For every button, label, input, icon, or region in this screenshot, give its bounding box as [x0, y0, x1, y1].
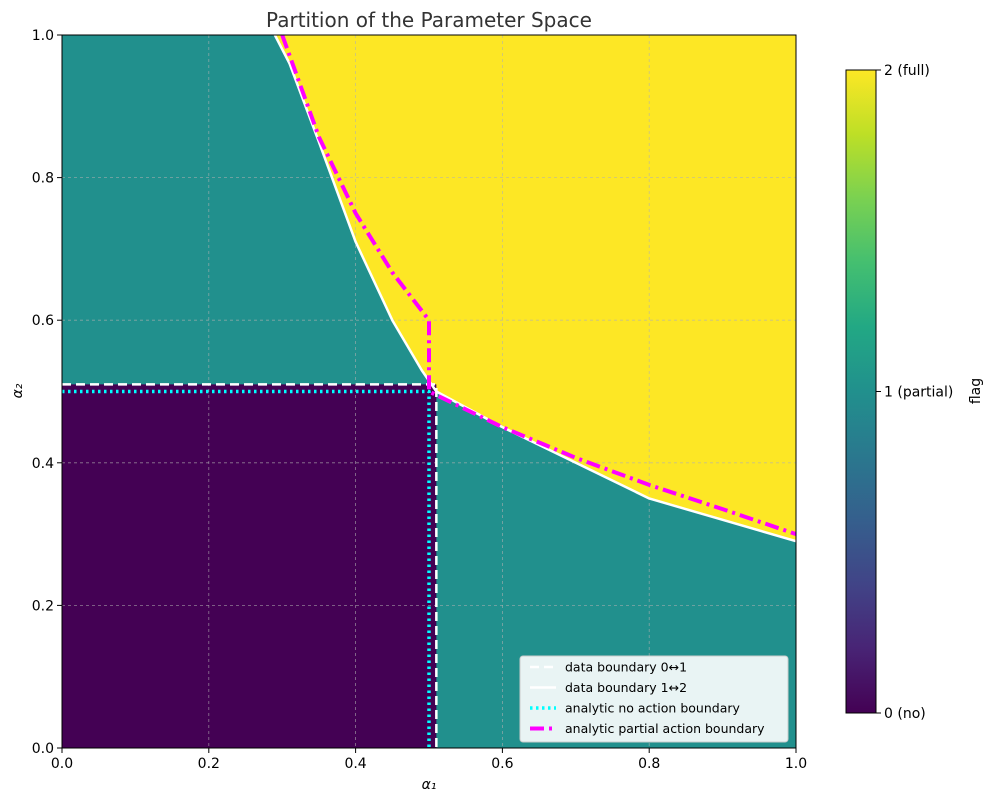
y-tick-label: 0.6	[32, 313, 54, 329]
legend-box	[519, 655, 789, 743]
y-tick-label: 0.2	[32, 598, 54, 614]
grid	[62, 35, 796, 748]
region-full	[274, 35, 796, 542]
x-tick-label: 1.0	[785, 756, 807, 772]
x-axis-label: α₁	[422, 777, 437, 793]
chart-title: Partition of the Parameter Space	[266, 8, 592, 32]
colorbar-tick-label: 0 (no)	[884, 706, 926, 722]
legend-entry-label: analytic no action boundary	[565, 701, 740, 716]
legend-entry-label: data boundary 1↔2	[565, 680, 687, 695]
y-tick-label: 0.0	[32, 741, 54, 757]
y-axis-label: α₂	[10, 383, 26, 398]
x-tick-label: 0.4	[344, 756, 366, 772]
region-no	[62, 384, 437, 748]
y-tick-label: 1.0	[32, 28, 54, 44]
series-line-dashed	[62, 383, 438, 748]
colorbar-label: flag	[968, 378, 984, 404]
y-tick-label: 0.4	[32, 456, 54, 472]
plot-frame	[61, 34, 797, 749]
x-tick-label: 0.8	[638, 756, 660, 772]
y-axis-ticks: 0.0 0.2 0.4 0.6 0.8 1.0	[32, 28, 62, 757]
colorbar: 0 (no) 1 (partial) 2 (full) flag	[845, 63, 984, 722]
series-line-dotted	[62, 389, 431, 748]
x-axis-ticks: 0.0 0.2 0.4 0.6 0.8 1.0	[51, 748, 807, 772]
series-line-dashdot	[280, 35, 796, 536]
y-tick-label: 0.8	[32, 171, 54, 187]
legend-entry-label: analytic partial action boundary	[565, 721, 765, 736]
colorbar-tick-label: 2 (full)	[884, 63, 930, 79]
legend-entry-label: data boundary 0↔1	[565, 660, 687, 675]
x-tick-label: 0.2	[198, 756, 220, 772]
colorbar-gradient	[845, 69, 877, 714]
plot-area	[62, 35, 796, 748]
x-tick-label: 0.0	[51, 756, 73, 772]
series-lines	[62, 35, 796, 748]
x-tick-label: 0.6	[491, 756, 513, 772]
legend: data boundary 0↔1 data boundary 1↔2 analyt…	[519, 655, 789, 743]
colorbar-tick-label: 1 (partial)	[884, 385, 953, 401]
